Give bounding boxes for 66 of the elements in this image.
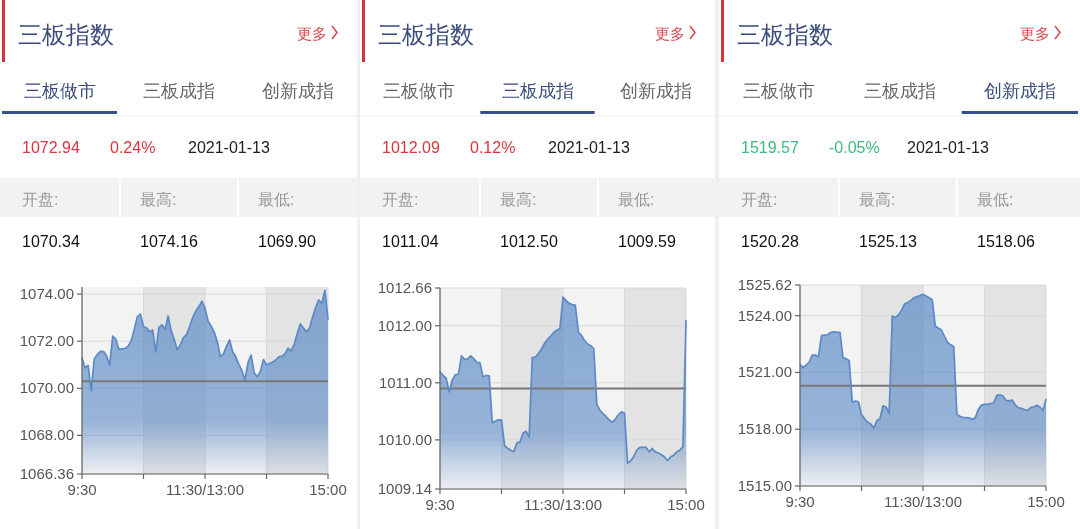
y-tick: 1012.00 — [377, 316, 432, 334]
y-tick: 1074.00 — [19, 285, 74, 303]
y-tick: 1521.00 — [737, 363, 792, 381]
tab-label: 创新成指 — [261, 81, 334, 101]
x-tick: 9:30 — [785, 493, 815, 510]
link: 更多 — [655, 25, 685, 42]
tab-label: 三板做市 — [383, 81, 456, 101]
tab-label: 创新成指 — [983, 81, 1056, 101]
field-label: 最低: — [258, 191, 295, 208]
y-tick: 1524.00 — [737, 306, 792, 324]
tab-label: 创新成指 — [619, 81, 692, 101]
title: 三板指数 — [18, 21, 114, 48]
change: 0.24% — [110, 139, 156, 156]
tab-label: 三板做市 — [23, 81, 96, 101]
field-label: 最高: — [500, 191, 537, 208]
field-value: 1520.28 — [741, 233, 799, 250]
y-tick: 1012.66 — [377, 279, 432, 296]
field-label: 开盘: — [741, 191, 778, 208]
y-tick: 1068.00 — [19, 426, 74, 444]
date: 2021-01-13 — [188, 139, 270, 156]
tab-label: 三板成指 — [142, 81, 215, 101]
x-tick: 15:00 — [667, 496, 705, 513]
x-tick: 11:30/13:00 — [883, 493, 963, 510]
y-tick: 1070.00 — [19, 379, 74, 397]
y-tick: 1010.00 — [377, 430, 432, 448]
x-tick: 11:30/13:00 — [523, 496, 603, 513]
tab-label: 三板成指 — [863, 81, 936, 101]
y-tick: 1011.00 — [378, 373, 432, 391]
field-value: 1009.59 — [618, 233, 676, 250]
tab-label: 三板做市 — [743, 81, 816, 101]
title: 三板指数 — [378, 21, 474, 48]
date: 2021-01-13 — [907, 139, 989, 156]
tab-label: 三板成指 — [501, 81, 574, 101]
field-value: 1525.13 — [859, 233, 917, 250]
x-tick: 11:30/13:00 — [165, 481, 245, 498]
y-tick: 1515.00 — [737, 477, 792, 494]
x-tick: 15:00 — [309, 481, 347, 498]
x-tick: 9:30 — [67, 481, 97, 498]
link: 更多 — [297, 25, 327, 42]
change: -0.05% — [829, 139, 880, 156]
field-label: 最低: — [977, 191, 1014, 208]
field-label: 最低: — [618, 191, 655, 208]
field-label: 开盘: — [22, 191, 59, 208]
change: 0.12% — [470, 139, 516, 156]
date: 2021-01-13 — [548, 139, 630, 156]
price: 1072.94 — [22, 139, 80, 156]
y-tick: 1525.62 — [737, 276, 792, 293]
field-value: 1069.90 — [258, 233, 316, 250]
field-label: 开盘: — [382, 191, 419, 208]
field-value: 1070.34 — [22, 233, 80, 250]
field-label: 最高: — [140, 191, 177, 208]
price: 1519.57 — [741, 139, 799, 156]
x-tick: 9:30 — [425, 496, 455, 513]
y-tick: 1072.00 — [19, 332, 74, 350]
y-tick: 1518.00 — [737, 420, 792, 438]
y-tick: 1066.36 — [19, 465, 74, 482]
field-value: 1074.16 — [140, 233, 198, 250]
field-label: 最高: — [859, 191, 896, 208]
x-tick: 15:00 — [1027, 493, 1065, 510]
link: 更多 — [1020, 25, 1050, 42]
title: 三板指数 — [737, 21, 833, 48]
price: 1012.09 — [382, 139, 440, 156]
field-value: 1011.04 — [382, 233, 439, 250]
y-tick: 1009.14 — [377, 480, 432, 497]
field-value: 1012.50 — [500, 233, 558, 250]
field-value: 1518.06 — [977, 233, 1035, 250]
